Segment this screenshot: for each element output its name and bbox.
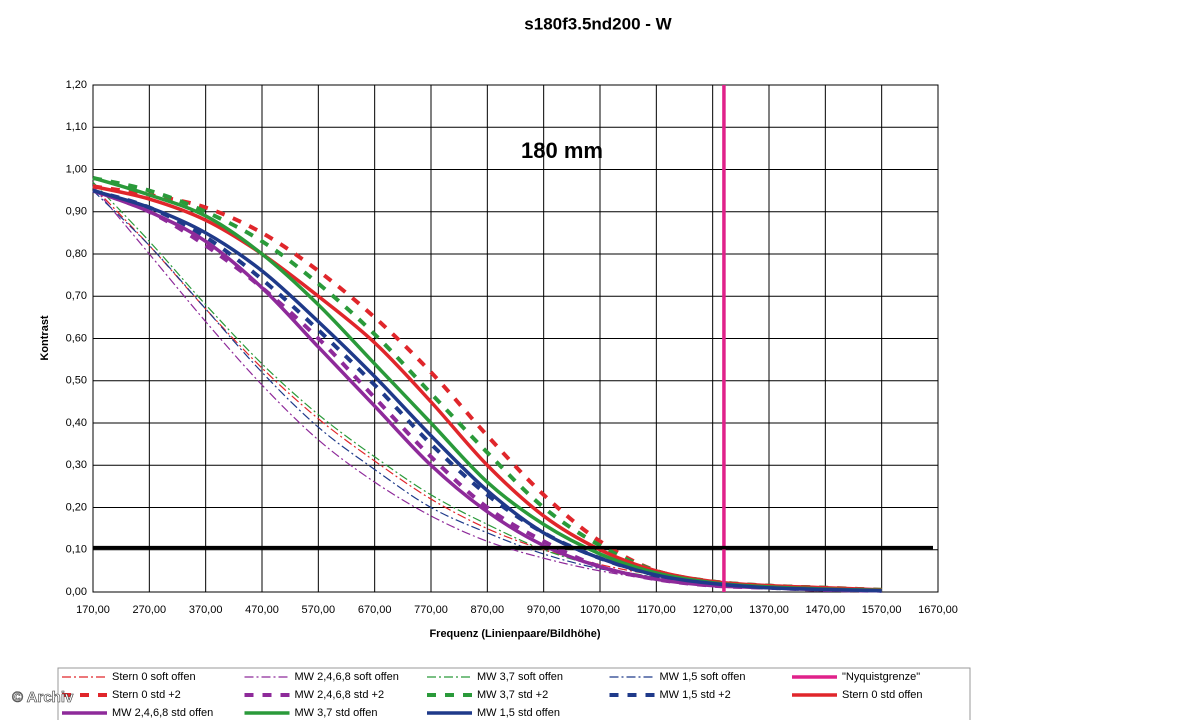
legend-label: MW 3,7 std +2	[477, 689, 548, 701]
y-axis-label: Kontrast	[39, 315, 51, 361]
x-tick-label: 270,00	[133, 604, 167, 616]
x-tick-label: 470,00	[245, 604, 279, 616]
series-line	[92, 175, 882, 592]
y-tick-label: 0,80	[66, 248, 87, 260]
legend-label: MW 1,5 std +2	[660, 689, 731, 701]
x-tick-label: 370,00	[189, 604, 223, 616]
x-tick-label: 1570,00	[862, 604, 902, 616]
legend-label: "Nyquistgrenze"	[842, 671, 920, 683]
legend-label: MW 3,7 std offen	[295, 707, 378, 719]
series-line	[92, 188, 882, 593]
legend-label: MW 2,4,6,8 std +2	[295, 689, 385, 701]
y-tick-label: 1,20	[66, 79, 87, 91]
legend-label: MW 3,7 soft offen	[477, 671, 563, 683]
y-tick-label: 0,30	[66, 459, 87, 471]
series-line	[92, 186, 882, 592]
credit: © Archiv	[12, 689, 74, 706]
y-tick-label: 0,00	[66, 586, 87, 598]
x-tick-label: 170,00	[76, 604, 110, 616]
y-tick-label: 0,70	[66, 290, 87, 302]
y-tick-label: 0,90	[66, 206, 87, 218]
legend-label: Stern 0 std +2	[112, 689, 181, 701]
y-tick-label: 0,60	[66, 332, 87, 344]
x-tick-label: 1070,00	[580, 604, 620, 616]
x-tick-label: 1670,00	[918, 604, 958, 616]
y-tick-label: 1,10	[66, 121, 87, 133]
y-tick-label: 0,50	[66, 375, 87, 387]
y-tick-label: 0,20	[66, 501, 87, 513]
y-tick-label: 0,10	[66, 544, 87, 556]
x-tick-label: 570,00	[302, 604, 336, 616]
y-tick-label: 1,00	[66, 163, 87, 175]
x-tick-label: 970,00	[527, 604, 561, 616]
x-tick-label: 1170,00	[637, 604, 676, 616]
x-tick-label: 670,00	[358, 604, 392, 616]
annotation: 180 mm	[521, 138, 603, 163]
x-axis-label: Frequenz (Linienpaare/Bildhöhe)	[429, 628, 600, 640]
x-tick-label: 770,00	[414, 604, 448, 616]
legend-label: Stern 0 std offen	[842, 689, 923, 701]
y-tick-label: 0,40	[66, 417, 87, 429]
legend-label: MW 1,5 soft offen	[660, 671, 746, 683]
chart-title: s180f3.5nd200 - W	[524, 14, 672, 33]
legend-label: Stern 0 soft offen	[112, 671, 196, 683]
legend-label: MW 2,4,6,8 soft offen	[295, 671, 399, 683]
x-tick-label: 1270,00	[693, 604, 733, 616]
x-tick-label: 870,00	[471, 604, 505, 616]
legend-label: MW 2,4,6,8 std offen	[112, 707, 213, 719]
x-tick-label: 1470,00	[805, 604, 845, 616]
legend-label: MW 1,5 std offen	[477, 707, 560, 719]
x-tick-label: 1370,00	[749, 604, 789, 616]
